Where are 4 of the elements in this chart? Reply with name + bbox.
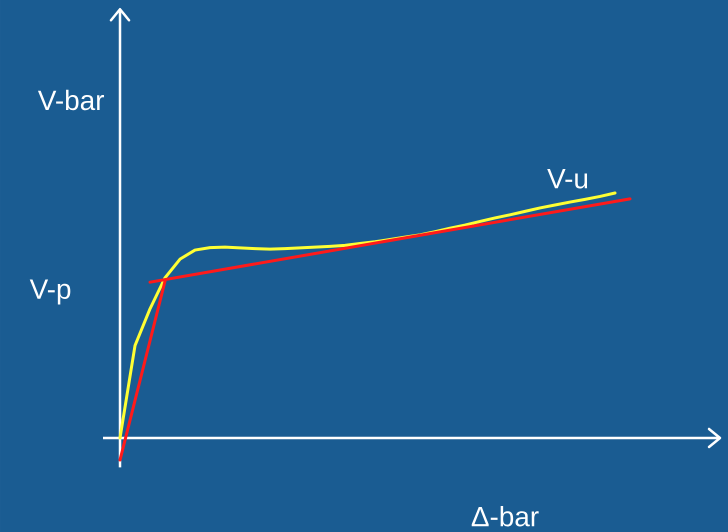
x-axis-title: Δ-bar xyxy=(472,506,539,526)
y-axis-title: V-bar xyxy=(38,90,104,110)
text: V-u xyxy=(547,169,588,188)
text: V-p xyxy=(30,280,70,304)
